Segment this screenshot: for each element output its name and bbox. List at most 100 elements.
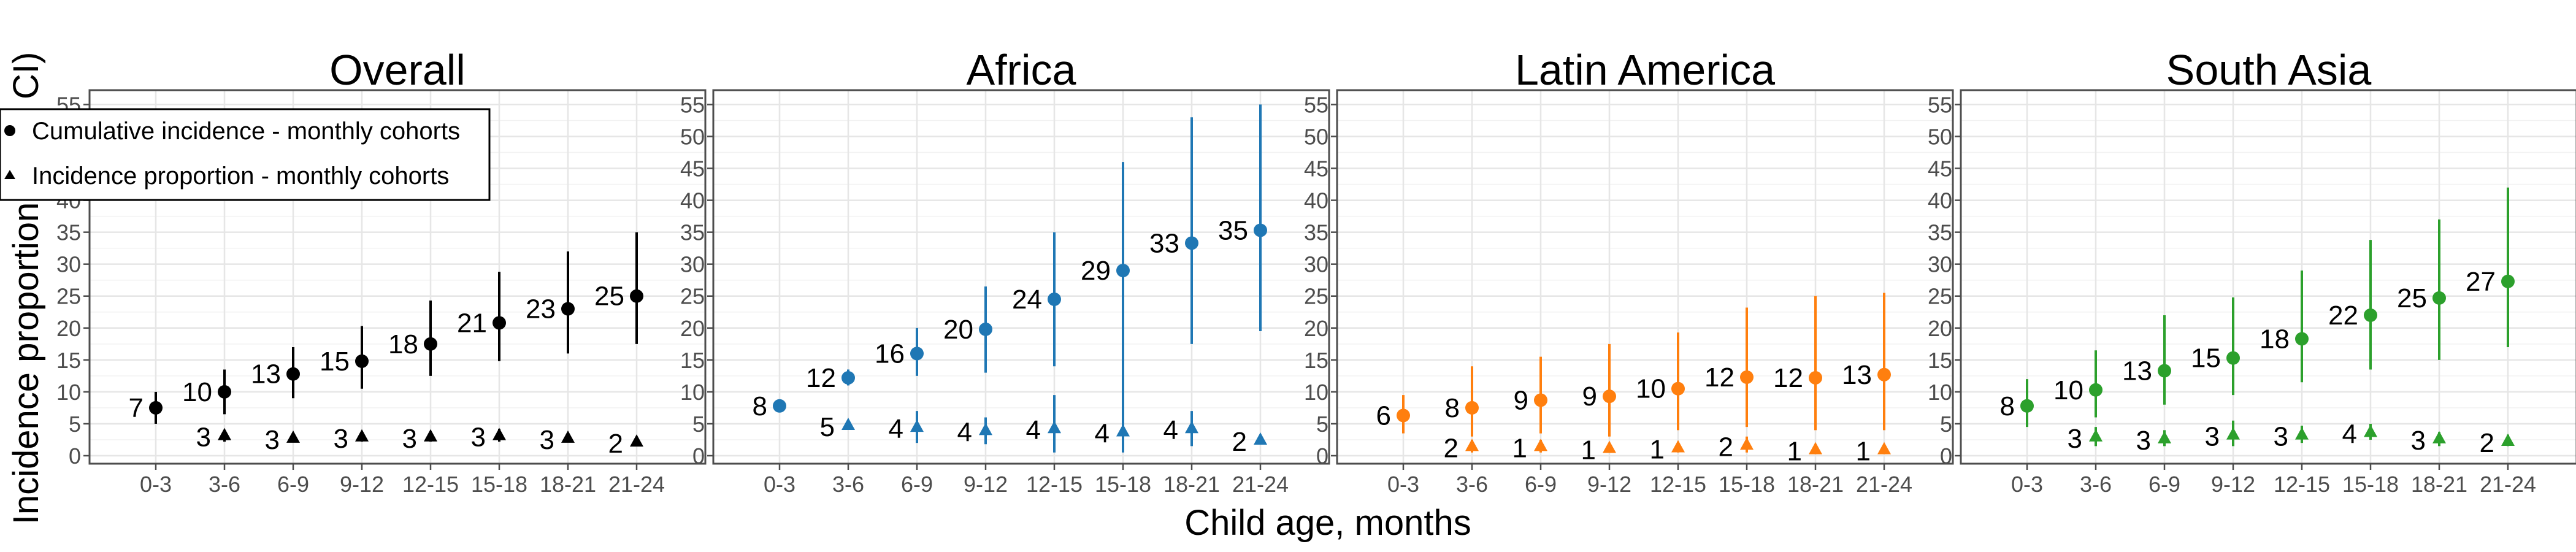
point-cumulative [979,322,992,336]
data-label-cumulative: 15 [320,347,350,377]
legend-label-cumulative: Cumulative incidence - monthly cohorts [32,118,460,145]
panel-title: South Asia [2166,46,2372,94]
point-cumulative [1740,370,1754,384]
x-tick-label: 12-15 [402,472,459,497]
y-tick-label: 45 [1304,156,1328,182]
x-tick-label: 21-24 [1232,472,1289,497]
point-proportion [286,430,300,443]
y-tick-label: 15 [1304,348,1328,373]
data-label-cumulative: 12 [806,363,836,393]
point-cumulative [1185,236,1198,250]
y-tick-label: 55 [1928,92,1952,117]
x-axis-label: Child age, months [1184,503,1471,543]
y-tick-label: 35 [680,220,705,245]
point-proportion [424,429,437,442]
panel-border [1960,89,2576,465]
point-proportion [561,430,575,443]
point-proportion [1465,439,1479,451]
panels: Overall05101520253035404550550-33-66-99-… [56,46,2576,497]
data-label-proportion: 1 [1512,433,1527,463]
point-proportion [1671,440,1685,453]
panel-title: Africa [967,46,1076,94]
data-label-cumulative: 22 [2328,301,2358,331]
legend: Cumulative incidence - monthly cohorts I… [0,108,491,201]
point-cumulative [1465,401,1479,415]
point-cumulative [1877,367,1891,381]
y-tick-label: 20 [1304,316,1328,341]
y-tick-label: 50 [1304,124,1328,149]
y-tick-label: 15 [1928,348,1952,373]
point-proportion [1048,421,1061,434]
y-tick-label: 5 [692,412,705,437]
x-tick-label: 0-3 [2011,472,2043,497]
data-label-cumulative: 10 [1636,374,1666,404]
data-label-cumulative: 21 [457,308,487,338]
point-cumulative [1116,264,1130,278]
y-tick-label: 0 [1940,443,1952,469]
y-tick-label: 5 [1316,412,1328,437]
point-proportion [2364,424,2377,437]
data-label-proportion: 4 [1163,415,1178,445]
data-label-proportion: 3 [2205,422,2220,452]
x-tick-label: 0-3 [1387,472,1419,497]
x-tick-label: 21-24 [2480,472,2536,497]
point-cumulative [1603,389,1616,404]
point-cumulative [493,316,506,330]
point-cumulative [286,367,300,381]
x-tick-label: 3-6 [209,472,240,497]
x-tick-label: 0-3 [764,472,795,497]
legend-label-proportion: Incidence proportion - monthly cohorts [32,163,449,190]
data-label-cumulative: 13 [1842,360,1872,390]
data-label-cumulative: 29 [1081,256,1111,286]
data-label-cumulative: 10 [182,377,212,407]
point-proportion [2089,429,2103,442]
point-proportion [2295,427,2309,440]
point-cumulative [2501,274,2515,288]
panel-south-asia: South Asia 0 5 10 15 20 25 30 35 40 45 50 55 0-3 3-6 6-… [1928,46,2576,497]
y-tick-label: 25 [1304,284,1328,309]
y-tick-label: 20 [56,316,81,341]
y-tick-label: 5 [69,412,81,437]
data-label-cumulative: 13 [251,359,281,389]
data-label-proportion: 5 [820,412,835,442]
point-cumulative [355,354,369,368]
x-tick-label: 6-9 [901,472,933,497]
x-tick-label: 0-3 [140,472,172,497]
point-cumulative [841,370,855,385]
data-label-cumulative: 27 [2466,267,2496,297]
point-proportion [1877,442,1891,454]
data-label-cumulative: 16 [875,339,905,369]
data-label-cumulative: 25 [2397,283,2427,313]
data-label-proportion: 4 [1095,418,1110,448]
y-tick-label: 0 [1316,443,1328,469]
y-tick-label: 35 [1304,220,1328,245]
panel-title: Latin America [1515,46,1775,94]
point-proportion [1603,440,1616,453]
point-cumulative [1671,381,1685,396]
data-label-cumulative: 6 [1376,401,1391,431]
data-label-proportion: 4 [957,417,972,447]
point-proportion [2158,431,2171,443]
y-tick-label: 30 [1304,252,1328,277]
point-cumulative [424,337,437,351]
data-label-proportion: 3 [334,424,348,454]
point-cumulative [1534,393,1547,407]
point-cumulative [2295,332,2309,346]
y-tick-label: 5 [1940,412,1952,437]
y-tick-label: 55 [680,92,705,117]
point-proportion [1185,421,1198,434]
legend-box [0,108,491,201]
point-cumulative [2020,399,2034,413]
point-cumulative [218,385,231,399]
point-proportion [1740,437,1754,450]
y-tick-label: 40 [1304,188,1328,213]
point-cumulative [561,302,575,316]
y-tick-label: 45 [680,156,705,182]
data-label-proportion: 3 [402,424,417,454]
y-tick-label: 20 [680,316,705,341]
point-cumulative [630,289,643,303]
data-label-proportion: 1 [1856,437,1871,467]
y-tick-label: 40 [680,188,705,213]
